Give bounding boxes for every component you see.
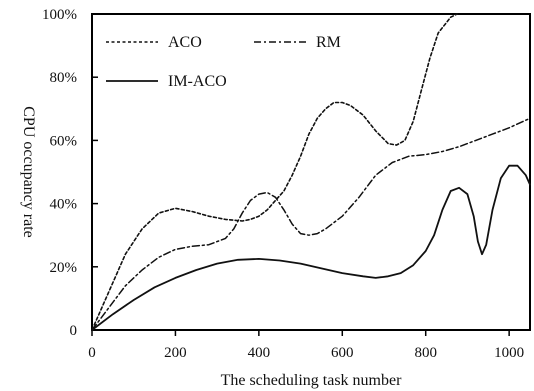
y-tick-label: 100% — [42, 7, 77, 23]
y-tick-label: 20% — [50, 260, 78, 276]
x-tick-label: 400 — [248, 345, 271, 361]
legend-label: ACO — [168, 34, 202, 51]
x-tick-label: 800 — [414, 345, 437, 361]
series-line-im-aco — [91, 164, 531, 331]
y-tick-label: 80% — [50, 70, 78, 86]
y-tick-label: 60% — [50, 133, 78, 149]
axis-ticks: 0 200 400 600 800 1000 0 20% 40% 60% 80% 100% — [42, 7, 524, 361]
plot-frame — [91, 13, 531, 331]
legend-label: RM — [316, 34, 341, 51]
series-lines — [91, 13, 531, 331]
y-axis-title: CPU occupancy rate — [20, 106, 37, 238]
legend: ACO RM IM-ACO — [106, 34, 341, 90]
series-line-aco — [91, 13, 458, 331]
x-tick-label: 0 — [88, 345, 96, 361]
series-line-rm — [91, 117, 531, 331]
legend-label: IM-ACO — [168, 73, 227, 90]
y-tick-label: 0 — [70, 323, 78, 339]
y-tick-label: 40% — [50, 197, 78, 213]
x-tick-label: 1000 — [494, 345, 524, 361]
x-axis-title: The scheduling task number — [221, 372, 403, 389]
x-tick-label: 600 — [331, 345, 354, 361]
x-tick-label: 200 — [164, 345, 187, 361]
